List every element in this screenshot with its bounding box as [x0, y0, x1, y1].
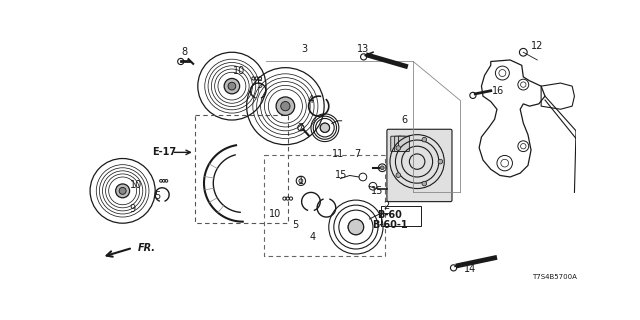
Circle shape	[396, 173, 401, 178]
Text: 16: 16	[492, 86, 504, 96]
Circle shape	[119, 188, 126, 194]
Text: 10: 10	[233, 66, 245, 76]
Text: 12: 12	[531, 41, 543, 51]
Text: B-60-1: B-60-1	[372, 220, 408, 230]
Circle shape	[320, 123, 330, 132]
Circle shape	[116, 184, 129, 198]
Text: 4: 4	[309, 232, 316, 242]
Text: 13: 13	[356, 44, 369, 54]
Circle shape	[228, 82, 236, 90]
Text: 2: 2	[383, 201, 389, 211]
FancyBboxPatch shape	[399, 136, 410, 152]
Circle shape	[422, 181, 427, 186]
Text: 9: 9	[130, 204, 136, 214]
Bar	[195, 116, 288, 223]
Circle shape	[396, 146, 401, 150]
Text: 11: 11	[332, 149, 344, 159]
Circle shape	[438, 159, 443, 164]
Text: 4: 4	[308, 95, 314, 105]
Text: FR.: FR.	[138, 243, 156, 253]
Circle shape	[348, 219, 364, 235]
Circle shape	[422, 137, 427, 142]
Text: T7S4B5700A: T7S4B5700A	[532, 274, 577, 280]
Text: 3: 3	[301, 44, 308, 54]
Bar	[381, 206, 421, 226]
Text: 8: 8	[182, 47, 188, 57]
Circle shape	[281, 101, 290, 111]
Text: 14: 14	[464, 264, 476, 275]
Bar	[264, 156, 385, 256]
Text: 6: 6	[401, 115, 407, 125]
Circle shape	[276, 97, 294, 116]
FancyBboxPatch shape	[387, 129, 452, 202]
Text: 15: 15	[371, 186, 383, 196]
Text: 10: 10	[269, 209, 282, 219]
FancyBboxPatch shape	[395, 136, 406, 152]
Text: 15: 15	[335, 171, 348, 180]
Circle shape	[380, 166, 384, 170]
Text: E-17: E-17	[152, 147, 176, 157]
Text: 7: 7	[355, 149, 360, 159]
Text: 5: 5	[292, 220, 299, 230]
Circle shape	[224, 78, 239, 94]
Text: 5: 5	[257, 80, 263, 90]
Text: 7: 7	[297, 123, 303, 133]
Text: B-60: B-60	[378, 211, 403, 220]
Text: 1: 1	[298, 176, 304, 186]
Text: 10: 10	[130, 180, 142, 190]
Text: 5: 5	[154, 191, 161, 201]
FancyBboxPatch shape	[391, 136, 402, 152]
